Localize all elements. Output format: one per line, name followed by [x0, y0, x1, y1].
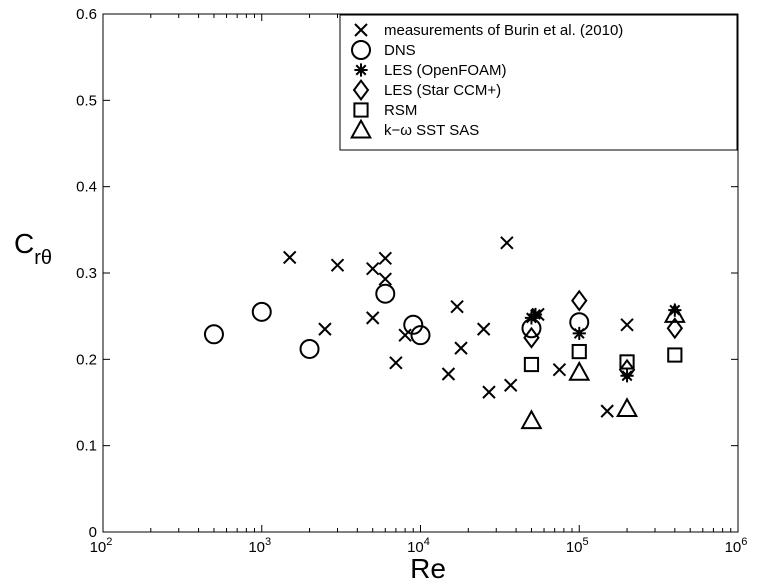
series-k-sst-sas: [520, 303, 686, 430]
legend: measurements of Burin et al. (2010) DNS LE…: [339, 14, 738, 151]
data-point: [450, 299, 464, 314]
data-point: [668, 303, 682, 317]
x-axis-label: Re: [410, 553, 446, 581]
legend-marker: [351, 40, 371, 60]
y-tick-label: 0.3: [76, 265, 97, 282]
legend-marker: [354, 63, 368, 77]
data-point: [620, 369, 634, 383]
data-point: [620, 318, 634, 332]
data-point: [251, 301, 272, 322]
y-tick-label: 0.5: [76, 92, 97, 109]
data-point: [600, 404, 614, 418]
legend-marker: [354, 23, 368, 37]
x-tick-label: 102: [90, 536, 113, 556]
y-axis-label-sub: rθ: [34, 247, 52, 269]
data-point: [410, 325, 431, 346]
legend-marker: [353, 102, 369, 118]
y-tick-label: 0: [89, 524, 97, 541]
data-point: [378, 251, 392, 266]
y-tick-label: 0.2: [76, 351, 97, 368]
data-point: [618, 358, 636, 381]
data-point: [619, 354, 635, 370]
data-point: [403, 314, 424, 335]
y-tick-label: 0.6: [76, 6, 97, 23]
data-point: [366, 261, 380, 276]
data-point: [572, 326, 586, 341]
data-point: [523, 326, 540, 349]
legend-marker: [350, 118, 372, 139]
data-point: [568, 360, 591, 381]
series-les-star-ccm: [523, 289, 684, 381]
series-les-openfoam: [524, 303, 682, 383]
series-measurements-of-burin-et-al-2010: [282, 236, 634, 418]
x-tick-label: 103: [248, 536, 271, 556]
data-point: [441, 367, 456, 381]
data-point: [663, 303, 686, 323]
data-point: [500, 236, 514, 250]
legend-box: [339, 14, 738, 151]
y-tick-label: 0.1: [76, 438, 97, 455]
data-point: [503, 378, 518, 392]
data-point: [378, 272, 392, 286]
x-tick-label: 106: [725, 536, 748, 556]
data-point: [203, 324, 224, 345]
x-tick-label: 105: [566, 536, 589, 556]
legend-label: k−ω SST SAS: [384, 122, 479, 139]
axis-tick-labels: 102 103 104 105 106 0 0.1 0.2 0.3 0.4 0.5 0.6: [76, 6, 747, 556]
data-point: [454, 341, 468, 355]
y-axis-label-main: C: [14, 228, 34, 259]
legend-marker: [352, 79, 370, 101]
y-axis-label: Crθ: [14, 228, 52, 269]
data-point: [552, 362, 567, 377]
data-point: [389, 356, 403, 370]
legend-label: measurements of Burin et al. (2010): [384, 22, 623, 39]
data-point: [482, 385, 496, 399]
data-point: [523, 356, 540, 373]
data-point: [476, 322, 491, 336]
legend-label: LES (Star CCM+): [384, 82, 501, 99]
data-point: [528, 307, 543, 322]
data-marks: [203, 236, 686, 430]
data-point: [282, 250, 297, 265]
legend-label: LES (OpenFOAM): [384, 62, 507, 79]
data-point: [520, 409, 543, 430]
data-point: [330, 258, 345, 272]
y-tick-label: 0.4: [76, 179, 97, 196]
data-point: [375, 283, 396, 304]
data-point: [571, 289, 588, 312]
data-point: [398, 328, 412, 342]
x-tick-label: 104: [407, 536, 430, 556]
data-point: [318, 322, 332, 336]
data-point: [366, 311, 380, 325]
data-point: [666, 317, 684, 340]
legend-label: DNS: [384, 42, 416, 59]
series-rsm: [523, 343, 683, 373]
data-point: [299, 338, 320, 359]
data-point: [667, 347, 683, 363]
data-point: [571, 343, 587, 360]
data-point: [616, 397, 639, 417]
legend-label: RSM: [384, 102, 417, 119]
